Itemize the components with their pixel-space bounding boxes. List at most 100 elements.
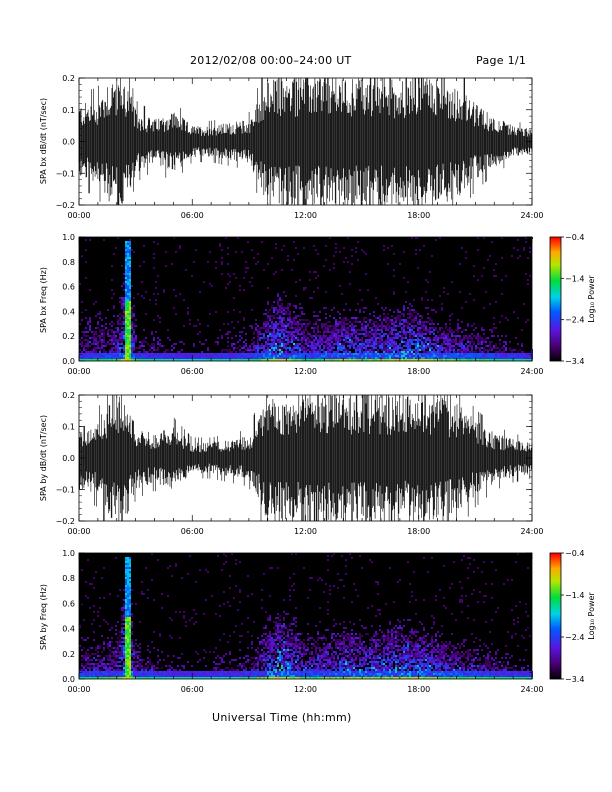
heatmap-cell: [125, 241, 127, 243]
heatmap-cell: [121, 615, 123, 617]
heatmap-cell: [279, 341, 281, 343]
heatmap-cell: [227, 341, 229, 343]
heatmap-cell: [305, 329, 307, 331]
heatmap-cell: [245, 667, 247, 669]
heatmap-cell: [127, 349, 129, 351]
heatmap-cell: [393, 333, 395, 335]
heatmap-cell: [291, 333, 293, 335]
heatmap-cell: [129, 633, 131, 635]
heatmap-cell: [155, 667, 157, 669]
heatmap-cell: [381, 335, 383, 337]
heatmap-cell: [501, 355, 503, 357]
heatmap-cell: [89, 655, 91, 657]
heatmap-cell: [415, 237, 417, 239]
heatmap-cell: [463, 359, 465, 361]
heatmap-cell: [393, 353, 395, 355]
heatmap-cell: [343, 325, 345, 327]
heatmap-cell: [241, 251, 243, 253]
heatmap-cell: [411, 325, 413, 327]
heatmap-cell: [383, 355, 385, 357]
heatmap-cell: [119, 655, 121, 657]
heatmap-cell: [127, 641, 129, 643]
heatmap-cell: [135, 341, 137, 343]
heatmap-cell: [99, 311, 101, 313]
heatmap-cell: [365, 317, 367, 319]
heatmap-cell: [369, 327, 371, 329]
heatmap-cell: [407, 345, 409, 347]
heatmap-cell: [337, 337, 339, 339]
heatmap-cell: [387, 345, 389, 347]
heatmap-cell: [391, 345, 393, 347]
heatmap-cell: [269, 357, 271, 359]
heatmap-cell: [375, 357, 377, 359]
heatmap-cell: [129, 295, 131, 297]
heatmap-cell: [425, 341, 427, 343]
heatmap-cell: [131, 357, 133, 359]
heatmap-cell: [145, 291, 147, 293]
heatmap-cell: [271, 353, 273, 355]
heatmap-cell: [391, 351, 393, 353]
heatmap-cell: [385, 327, 387, 329]
heatmap-cell: [385, 341, 387, 343]
heatmap-cell: [125, 273, 127, 275]
colorbar-segment: [550, 270, 561, 272]
heatmap-cell: [189, 319, 191, 321]
heatmap-cell: [371, 353, 373, 355]
heatmap-cell: [467, 323, 469, 325]
heatmap-cell: [183, 675, 185, 677]
heatmap-cell: [209, 673, 211, 675]
heatmap-cell: [283, 355, 285, 357]
heatmap-cell: [235, 675, 237, 677]
heatmap-cell: [91, 659, 93, 661]
heatmap-cell: [219, 605, 221, 607]
heatmap-cell: [115, 347, 117, 349]
heatmap-cell: [123, 605, 125, 607]
heatmap-cell: [371, 357, 373, 359]
heatmap-cell: [439, 295, 441, 297]
heatmap-cell: [405, 341, 407, 343]
heatmap-cell: [361, 333, 363, 335]
heatmap-cell: [213, 677, 215, 679]
heatmap-cell: [367, 331, 369, 333]
heatmap-cell: [301, 347, 303, 349]
heatmap-cell: [143, 671, 145, 673]
heatmap-cell: [377, 337, 379, 339]
heatmap-cell: [311, 359, 313, 361]
heatmap-cell: [487, 349, 489, 351]
heatmap-cell: [273, 335, 275, 337]
heatmap-cell: [407, 353, 409, 355]
heatmap-cell: [275, 247, 277, 249]
heatmap-cell: [127, 671, 129, 673]
heatmap-cell: [401, 329, 403, 331]
heatmap-cell: [517, 343, 519, 345]
series-line: [78, 395, 533, 521]
heatmap-cell: [125, 311, 127, 313]
heatmap-cell: [405, 291, 407, 293]
heatmap-cell: [423, 329, 425, 331]
heatmap-cell: [125, 283, 127, 285]
heatmap-cell: [117, 319, 119, 321]
heatmap-cell: [343, 321, 345, 323]
heatmap-cell: [113, 673, 115, 675]
heatmap-cell: [429, 327, 431, 329]
heatmap-cell: [439, 353, 441, 355]
heatmap-cell: [333, 357, 335, 359]
heatmap-cell: [97, 341, 99, 343]
heatmap-cell: [299, 355, 301, 357]
heatmap-cell: [311, 343, 313, 345]
heatmap-cell: [355, 351, 357, 353]
heatmap-cell: [119, 673, 121, 675]
heatmap-cell: [333, 335, 335, 337]
heatmap-cell: [215, 267, 217, 269]
heatmap-cell: [445, 359, 447, 361]
heatmap-cell: [443, 355, 445, 357]
heatmap-cell: [273, 323, 275, 325]
heatmap-cell: [161, 593, 163, 595]
heatmap-cell: [171, 357, 173, 359]
heatmap-cell: [295, 357, 297, 359]
heatmap-cell: [391, 315, 393, 317]
heatmap-cell: [201, 673, 203, 675]
heatmap-cell: [267, 347, 269, 349]
heatmap-cell: [299, 357, 301, 359]
heatmap-cell: [449, 327, 451, 329]
